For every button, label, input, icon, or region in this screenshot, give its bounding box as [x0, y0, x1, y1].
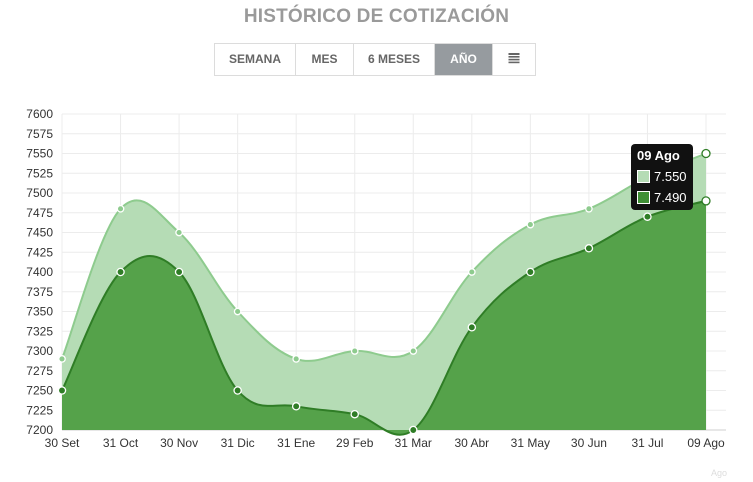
y-tick-label: 7550 — [26, 147, 53, 161]
range-button-6-months[interactable]: 6 MESES — [354, 44, 435, 75]
y-tick-label: 7200 — [26, 423, 53, 437]
data-point-high[interactable] — [526, 220, 535, 229]
tooltip-swatch-high — [637, 169, 650, 183]
data-point-low[interactable] — [467, 323, 477, 332]
x-tick-label: 31 Dic — [221, 436, 255, 450]
tooltip-row-low: 7.490 — [637, 189, 687, 205]
y-tick-label: 7450 — [26, 226, 53, 240]
y-tick-label: 7525 — [26, 166, 53, 180]
y-tick-label: 7475 — [26, 206, 53, 220]
range-button-month[interactable]: MES — [296, 44, 354, 75]
data-point-high[interactable] — [116, 204, 125, 213]
x-tick-label: 31 Oct — [103, 436, 139, 450]
page-title: HISTÓRICO DE COTIZACIÓN — [243, 6, 510, 27]
data-point-high[interactable] — [58, 355, 66, 363]
x-tick-label: 29 Feb — [336, 436, 374, 450]
calendar-icon — [508, 53, 520, 64]
watermark-text: Ago — [710, 468, 727, 478]
data-point-high[interactable] — [467, 268, 476, 276]
tooltip-value-low: 7.490 — [654, 189, 687, 205]
range-button-week[interactable]: SEMANA — [215, 44, 296, 75]
data-point-low[interactable] — [643, 212, 652, 221]
x-tick-label: 30 Jun — [571, 436, 607, 450]
y-tick-label: 7275 — [26, 364, 53, 378]
y-tick-label: 7575 — [26, 127, 53, 141]
y-tick-label: 7600 — [26, 107, 53, 121]
data-point-low[interactable] — [409, 425, 418, 435]
range-selector: SEMANA MES 6 MESES AÑO — [214, 43, 536, 76]
data-point-low[interactable] — [291, 402, 301, 411]
x-tick-label: 30 Set — [45, 436, 80, 450]
data-point-low[interactable] — [584, 244, 594, 253]
data-point-high[interactable] — [233, 307, 242, 316]
y-tick-label: 7350 — [26, 305, 53, 319]
y-tick-label: 7300 — [26, 344, 53, 358]
data-point-low[interactable] — [701, 196, 711, 206]
data-point-high[interactable] — [292, 355, 301, 363]
range-button-year[interactable]: AÑO — [435, 44, 493, 75]
y-tick-label: 7375 — [26, 285, 53, 299]
tooltip-value-high: 7.550 — [654, 168, 687, 184]
data-point-low[interactable] — [526, 267, 535, 277]
tooltip-date: 09 Ago — [637, 148, 680, 163]
data-point-low[interactable] — [350, 409, 359, 419]
x-tick-label: 31 Jul — [631, 436, 663, 450]
y-tick-label: 7425 — [26, 245, 53, 259]
x-tick-label: 31 May — [511, 436, 550, 450]
tooltip: 09 Ago 7.550 7.490 — [631, 144, 693, 210]
x-tick-label: 30 Abr — [454, 436, 489, 450]
x-tick-label: 09 Ago — [687, 436, 725, 450]
data-point-low[interactable] — [57, 386, 67, 395]
data-point-high[interactable] — [350, 347, 359, 355]
calendar-button[interactable] — [493, 44, 535, 75]
x-tick-label: 30 Nov — [160, 436, 198, 450]
y-tick-label: 7500 — [26, 186, 53, 200]
x-tick-label: 31 Ene — [277, 436, 315, 450]
data-point-low[interactable] — [174, 267, 184, 277]
data-point-high[interactable] — [701, 148, 711, 159]
tooltip-swatch-low — [637, 190, 650, 204]
data-point-high[interactable] — [409, 347, 418, 355]
series-low-area — [62, 200, 706, 435]
y-tick-label: 7225 — [26, 403, 53, 417]
y-tick-label: 7325 — [26, 324, 53, 338]
tooltip-row-high: 7.550 — [637, 168, 687, 184]
y-tick-label: 7400 — [26, 265, 53, 279]
data-point-low[interactable] — [116, 267, 125, 277]
data-point-high[interactable] — [585, 204, 593, 213]
x-tick-label: 31 Mar — [395, 436, 432, 450]
data-point-low[interactable] — [233, 386, 242, 395]
y-tick-label: 7250 — [26, 384, 53, 398]
data-point-high[interactable] — [175, 228, 183, 237]
